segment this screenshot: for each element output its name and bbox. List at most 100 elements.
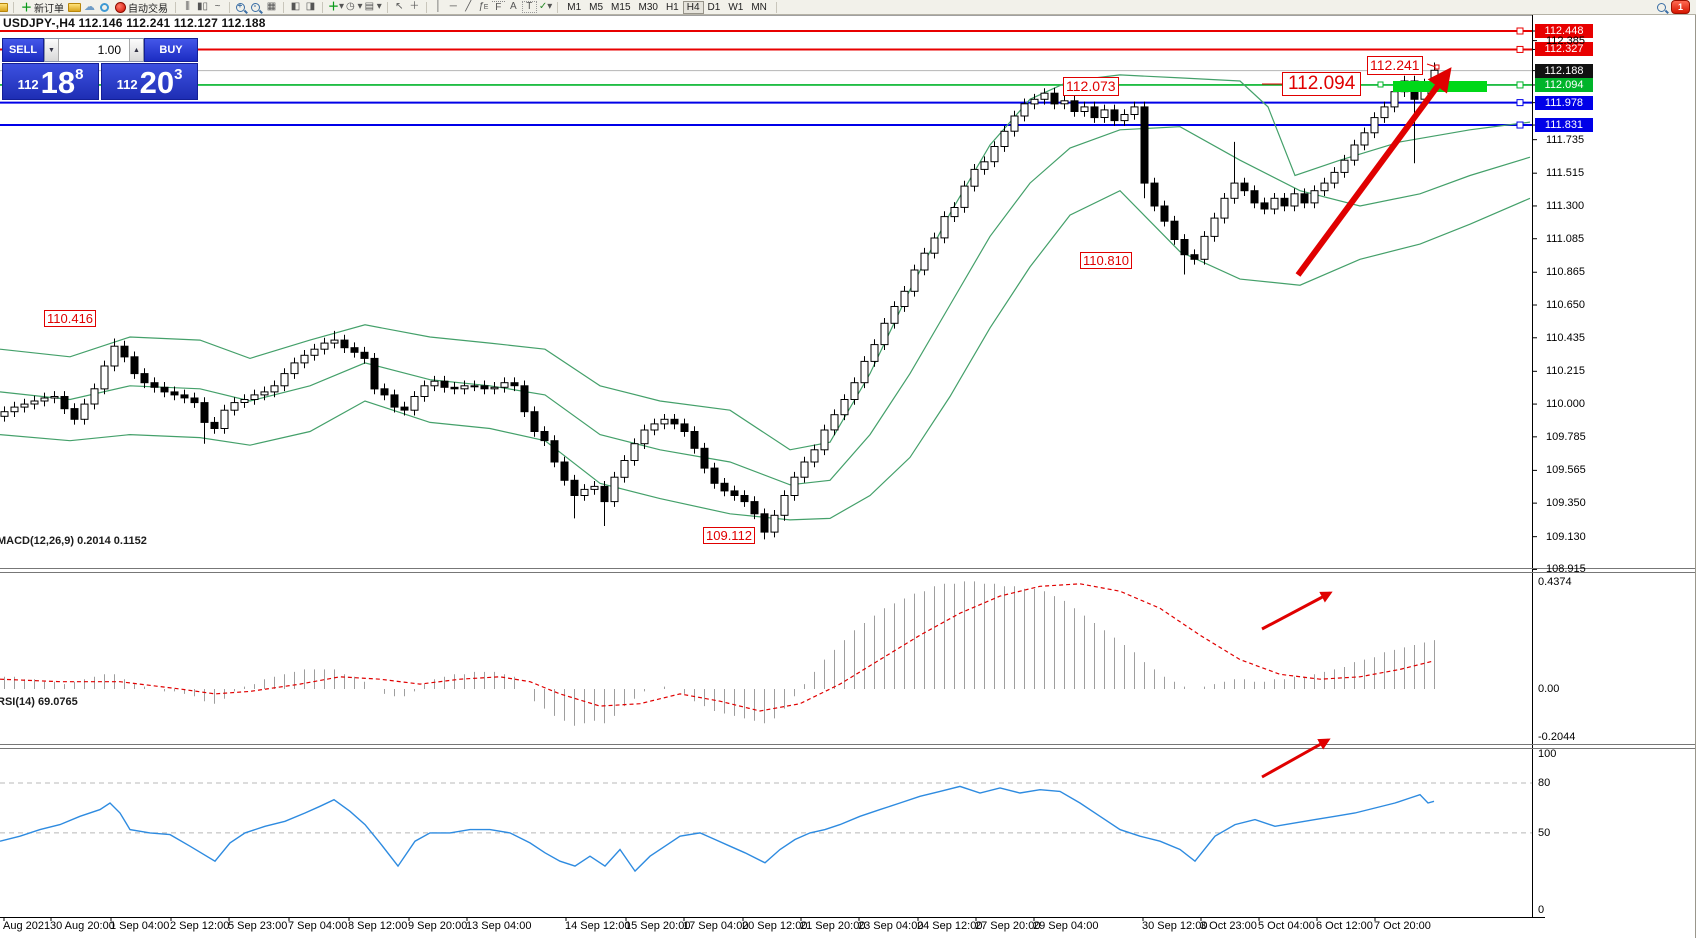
- fibo-expansion-tool-icon[interactable]: F: [491, 0, 505, 14]
- tab-timeframe-m30[interactable]: M30: [638, 1, 658, 13]
- candle-body: [510, 382, 519, 387]
- bar-chart-icon[interactable]: ⫼: [185, 1, 190, 12]
- candle-body: [1130, 106, 1139, 116]
- candle-body: [720, 482, 729, 492]
- tab-timeframe-h4[interactable]: H4: [682, 0, 704, 14]
- cut-icon: [0, 1, 8, 13]
- crosshair-tool-icon[interactable]: ＋: [409, 1, 420, 12]
- separator: [386, 1, 388, 13]
- candle-body: [710, 467, 719, 484]
- candle-body: [1310, 190, 1319, 204]
- buy-pipette: 3: [174, 66, 183, 83]
- tab-timeframe-m15[interactable]: M15: [611, 1, 631, 13]
- navigator-panel-icon[interactable]: ◧: [290, 1, 301, 12]
- candle-body: [980, 161, 989, 170]
- candle-body: [30, 400, 39, 405]
- sell-pipette: 8: [75, 66, 84, 83]
- line-chart-icon[interactable]: ~: [214, 1, 221, 12]
- gold-icon[interactable]: [68, 1, 81, 13]
- line-handle-icon[interactable]: [1516, 27, 1524, 35]
- vertical-line-tool-icon[interactable]: │: [435, 1, 442, 12]
- candle-body: [1020, 103, 1029, 117]
- candle-body: [370, 357, 379, 390]
- new-chart-dropdown-icon[interactable]: ＋ ▾: [328, 0, 345, 13]
- candle-body: [1100, 109, 1109, 119]
- separator: [557, 1, 559, 13]
- search-icon[interactable]: [1656, 1, 1669, 13]
- sell-price-display[interactable]: 112 18 8: [2, 63, 99, 100]
- new-order-button[interactable]: ＋ 新订单: [19, 0, 66, 15]
- tab-timeframe-mn[interactable]: MN: [751, 1, 767, 13]
- line-handle-icon[interactable]: [1516, 121, 1524, 129]
- notification-bubble[interactable]: 1: [1671, 0, 1690, 14]
- candle-body: [880, 322, 889, 346]
- line-handle-icon[interactable]: [1516, 99, 1524, 107]
- tile-windows-icon[interactable]: ▦: [266, 1, 277, 12]
- candle-body: [240, 399, 249, 403]
- template-dropdown-icon[interactable]: ▤ ▾: [364, 1, 382, 12]
- tab-timeframe-w1[interactable]: W1: [728, 1, 744, 13]
- trendline-tool-icon[interactable]: ╱: [465, 1, 472, 12]
- text-label-tool-icon[interactable]: T: [521, 1, 537, 13]
- candle-body: [790, 476, 799, 497]
- line-handle-icon[interactable]: [1516, 81, 1524, 89]
- autotrading-button[interactable]: 自动交易: [113, 0, 170, 15]
- text-tool-icon[interactable]: A: [509, 1, 517, 12]
- candle-body: [1000, 130, 1009, 148]
- new-order-icon: ＋: [21, 2, 32, 14]
- trend-arrow[interactable]: [1295, 67, 1452, 277]
- line-handle-icon[interactable]: [1377, 81, 1384, 88]
- tab-timeframe-m5[interactable]: M5: [589, 1, 604, 13]
- sell-button[interactable]: SELL: [2, 38, 44, 62]
- candle-body: [730, 490, 739, 496]
- candle-body: [330, 339, 339, 344]
- lot-size-input[interactable]: 1.00: [97, 43, 121, 57]
- zoom-out-icon[interactable]: -: [250, 1, 263, 13]
- period-dropdown-icon[interactable]: ◷ ▾: [346, 1, 363, 12]
- lot-increase-button[interactable]: ▲: [129, 39, 143, 61]
- candle-body: [340, 339, 349, 349]
- line-handle-icon[interactable]: [1516, 45, 1524, 53]
- candle-body: [930, 237, 939, 254]
- candle-body: [620, 460, 629, 478]
- candle-body: [1350, 144, 1359, 161]
- candle-body: [640, 429, 649, 445]
- candle-body: [1220, 197, 1229, 219]
- candle-body: [820, 429, 829, 451]
- cloud-icon[interactable]: ☁: [84, 0, 95, 13]
- terminal-panel-icon[interactable]: ◨: [305, 1, 316, 12]
- tab-timeframe-d1[interactable]: D1: [707, 1, 721, 13]
- lot-decrease-button[interactable]: ▼: [45, 39, 59, 61]
- candle-body: [500, 382, 509, 388]
- candle-chart-icon[interactable]: ▮▯: [196, 1, 208, 12]
- signal-icon[interactable]: [98, 1, 111, 13]
- candle-body: [380, 388, 389, 396]
- label-anchor-icon[interactable]: [1434, 64, 1440, 70]
- trend-arrow[interactable]: [1261, 738, 1331, 779]
- tab-timeframe-m1[interactable]: M1: [567, 1, 582, 13]
- tab-timeframe-h1[interactable]: H1: [665, 1, 679, 13]
- candle-body: [350, 347, 359, 353]
- horizontal-line-tool-icon[interactable]: ─: [449, 1, 457, 12]
- candle-body: [680, 423, 689, 432]
- buy-button[interactable]: BUY: [144, 38, 198, 62]
- candle-body: [670, 418, 679, 425]
- candle-body: [310, 348, 319, 356]
- buy-price-display[interactable]: 112 20 3: [101, 63, 198, 100]
- candle-body: [160, 386, 169, 393]
- candle-body: [360, 351, 369, 359]
- shapes-dropdown-icon[interactable]: ✓ ▾: [538, 1, 553, 12]
- separator: [425, 1, 427, 13]
- candle-body: [390, 394, 399, 408]
- candle-body: [1300, 193, 1309, 204]
- candle-body: [540, 431, 549, 442]
- cursor-tool-icon[interactable]: ↖: [395, 1, 404, 12]
- candle-body: [690, 431, 699, 449]
- zoom-in-icon[interactable]: +: [235, 1, 248, 13]
- autotrading-label: 自动交易: [128, 3, 168, 15]
- separator: [283, 1, 284, 13]
- trend-arrow[interactable]: [1261, 591, 1333, 631]
- candle-body: [800, 461, 809, 478]
